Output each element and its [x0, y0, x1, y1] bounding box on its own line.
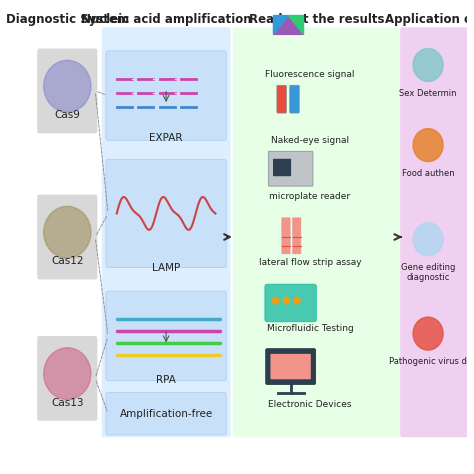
FancyBboxPatch shape	[37, 195, 97, 279]
Text: Food authen: Food authen	[402, 169, 455, 178]
FancyBboxPatch shape	[277, 85, 286, 113]
Polygon shape	[289, 16, 303, 35]
Text: lateral flow strip assay: lateral flow strip assay	[259, 258, 361, 267]
Ellipse shape	[44, 348, 91, 400]
FancyBboxPatch shape	[268, 151, 313, 186]
FancyBboxPatch shape	[282, 218, 290, 254]
Circle shape	[294, 297, 300, 304]
Text: Fluorescence signal: Fluorescence signal	[265, 70, 355, 79]
FancyBboxPatch shape	[37, 48, 97, 133]
FancyBboxPatch shape	[106, 291, 226, 381]
Text: Nucleic acid amplification: Nucleic acid amplification	[81, 13, 251, 26]
Text: Pathogenic virus d: Pathogenic virus d	[389, 357, 467, 366]
FancyBboxPatch shape	[273, 159, 291, 176]
FancyBboxPatch shape	[106, 392, 226, 435]
FancyBboxPatch shape	[271, 354, 311, 379]
Ellipse shape	[44, 206, 91, 258]
Text: EXPAR: EXPAR	[149, 133, 183, 143]
FancyBboxPatch shape	[101, 27, 230, 438]
Circle shape	[413, 223, 443, 256]
Text: Microfluidic Testing: Microfluidic Testing	[266, 324, 353, 333]
FancyBboxPatch shape	[233, 27, 400, 438]
FancyBboxPatch shape	[106, 159, 226, 268]
Text: Amplification-free: Amplification-free	[119, 409, 213, 419]
Text: Cas12: Cas12	[51, 256, 83, 266]
Text: Application ob: Application ob	[385, 13, 474, 26]
FancyBboxPatch shape	[265, 284, 317, 322]
Text: LAMP: LAMP	[152, 263, 180, 273]
Text: microplate reader: microplate reader	[269, 192, 351, 201]
FancyBboxPatch shape	[106, 51, 226, 140]
Polygon shape	[273, 16, 289, 35]
FancyBboxPatch shape	[400, 27, 474, 438]
Text: RPA: RPA	[156, 374, 176, 384]
Text: Read out the results: Read out the results	[249, 13, 384, 26]
Circle shape	[413, 48, 443, 82]
Polygon shape	[273, 16, 303, 35]
Circle shape	[413, 128, 443, 162]
Circle shape	[283, 297, 289, 304]
Text: Diagnostic System: Diagnostic System	[6, 13, 129, 26]
Text: Electronic Devices: Electronic Devices	[268, 400, 352, 409]
Ellipse shape	[44, 60, 91, 112]
Text: Naked-eye signal: Naked-eye signal	[271, 136, 349, 145]
Text: Cas9: Cas9	[55, 110, 80, 120]
Text: Cas13: Cas13	[51, 398, 83, 408]
Text: Sex Determin: Sex Determin	[399, 89, 457, 98]
FancyBboxPatch shape	[266, 349, 316, 384]
FancyBboxPatch shape	[290, 85, 299, 113]
Circle shape	[413, 317, 443, 350]
Circle shape	[273, 297, 279, 304]
FancyBboxPatch shape	[37, 336, 97, 421]
Text: Gene editing
diagnostic: Gene editing diagnostic	[401, 263, 455, 283]
FancyBboxPatch shape	[292, 218, 301, 254]
